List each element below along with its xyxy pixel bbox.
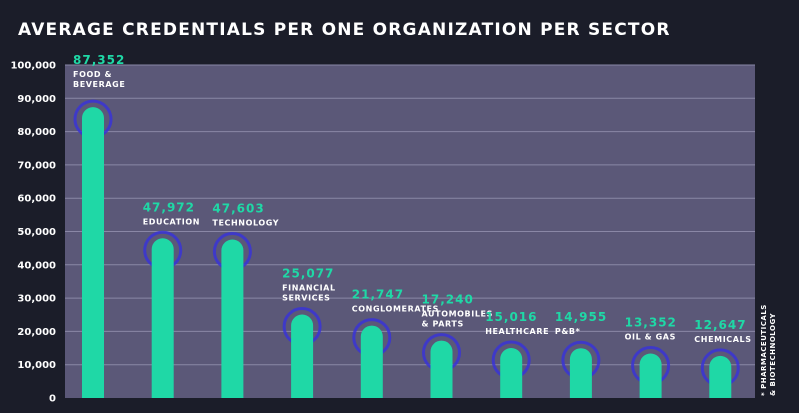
bar (500, 347, 523, 398)
footnote-line-2: & BIOTECHNOLOGY (769, 312, 777, 396)
value-label: 13,352 (625, 316, 677, 330)
category-label: OIL & GAS (625, 333, 676, 342)
category-label: CHEMICALS (694, 335, 751, 344)
bar (639, 353, 662, 398)
bar (151, 238, 174, 398)
bar (221, 239, 244, 398)
y-tick-label: 90,000 (17, 94, 56, 105)
bar (569, 348, 592, 398)
bar (430, 340, 453, 398)
category-label: P&B* (555, 327, 581, 336)
category-label: TECHNOLOGY (212, 218, 279, 227)
y-tick-label: 30,000 (17, 294, 56, 305)
category-label: HEALTHCARE (485, 327, 549, 336)
y-tick-label: 40,000 (17, 260, 56, 271)
value-label: 47,972 (143, 200, 195, 214)
footnote-line-1: * PHARMACEUTICALS (760, 304, 768, 396)
category-label: AUTOMOBILES (422, 310, 493, 319)
bar-labels: FOOD &BEVERAGE 87,352 EDUCATION 47,972 TECHN… (73, 53, 751, 344)
value-label: 87,352 (73, 53, 125, 67)
category-label: SERVICES (282, 293, 330, 302)
value-label: 15,016 (485, 310, 537, 324)
value-label: 14,955 (555, 310, 607, 324)
value-label: 25,077 (282, 266, 334, 280)
bar (82, 107, 104, 398)
y-tick-label: 0 (49, 394, 56, 405)
bar (360, 325, 383, 398)
y-tick-label: 50,000 (17, 227, 56, 238)
category-label: FINANCIAL (282, 283, 336, 292)
category-label: EDUCATION (143, 217, 200, 226)
y-axis: 0 10,000 20,000 30,000 40,000 50,000 60,000 70,… (10, 61, 56, 405)
value-label: 12,647 (694, 318, 746, 332)
category-label: FOOD & (73, 70, 112, 79)
category-label: CONGLOMERATES (352, 305, 439, 314)
bars (73, 99, 740, 398)
value-label: 47,603 (212, 201, 264, 215)
category-label: & PARTS (422, 320, 464, 329)
y-tick-label: 20,000 (17, 327, 56, 338)
y-tick-label: 70,000 (17, 160, 56, 171)
value-label: 21,747 (352, 288, 404, 302)
bar (291, 314, 314, 398)
y-tick-label: 100,000 (10, 61, 56, 72)
category-label: BEVERAGE (73, 80, 125, 89)
bar (709, 355, 732, 398)
y-tick-label: 60,000 (17, 194, 56, 205)
chart-title: AVERAGE CREDENTIALS PER ONE ORGANIZATION… (18, 20, 671, 40)
y-tick-label: 10,000 (17, 360, 56, 371)
value-label: 17,240 (422, 293, 474, 307)
y-tick-label: 80,000 (17, 127, 56, 138)
